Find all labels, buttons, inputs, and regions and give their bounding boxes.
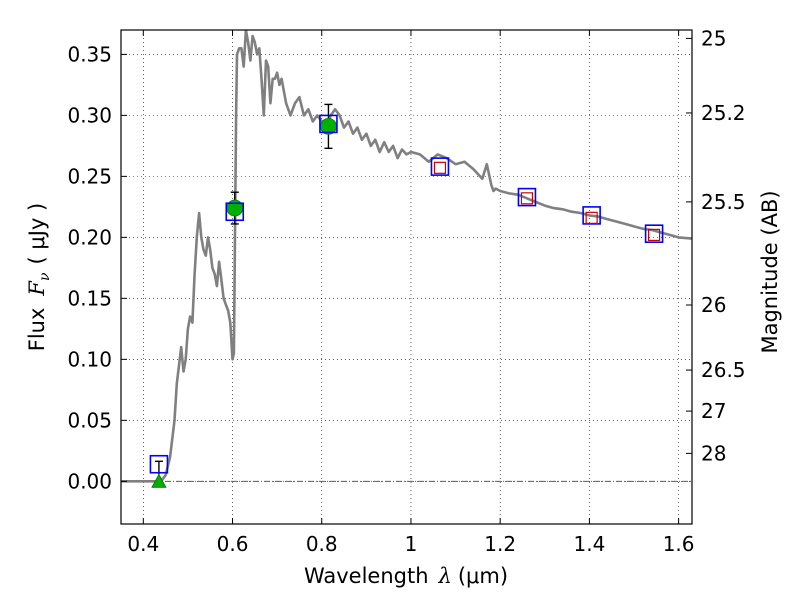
model-photometry-point <box>430 157 450 176</box>
y-tick-label: 0.35 <box>67 42 112 66</box>
model-sed-series <box>121 30 692 483</box>
model-photometry-point <box>319 114 338 134</box>
y-axis-title: Flux Fν ( μJy ) <box>25 203 53 351</box>
x-axis-title-prefix: Wavelength <box>304 564 429 588</box>
photometry-markers <box>149 103 664 488</box>
x-axis-title: Wavelength λ (μm) <box>304 564 508 588</box>
y-tick-label: 0.25 <box>67 164 112 188</box>
observed-upper-limit-point <box>151 473 167 488</box>
magnitude-tick-label: 25.2 <box>701 101 746 125</box>
model-sed-line <box>121 30 692 483</box>
synthetic-photometry-point <box>433 161 447 174</box>
magnitude-axis-ticks: 25 25.2 25.5 26 26.5 27 28 <box>686 26 746 465</box>
y-axis-title-unit: ( μJy ) <box>25 203 49 265</box>
magnitude-tick-label: 25 <box>701 26 726 50</box>
y-tick-label: 0.10 <box>67 347 112 371</box>
y-tick-label: 0.15 <box>67 286 112 310</box>
x-tick-label: 0.8 <box>306 532 338 556</box>
plot-frame <box>120 29 693 525</box>
synthetic-photometry-point <box>585 211 598 224</box>
magnitude-tick-label: 27 <box>701 399 726 423</box>
y-axis-title-prefix: Flux <box>25 308 49 352</box>
synthetic-photometry-point <box>520 192 534 205</box>
magnitude-tick-label: 25.5 <box>701 190 746 214</box>
y-axis-ticks: 0.00 0.05 0.10 0.15 0.20 0.25 0.30 0.35 <box>67 42 127 493</box>
magnitude-tick-label: 26 <box>701 293 726 317</box>
y-tick-label: 0.00 <box>67 469 112 493</box>
magnitude-tick-label: 26.5 <box>701 358 746 382</box>
x-tick-label: 1 <box>405 532 418 556</box>
model-photometry-point <box>149 454 169 474</box>
y-axis-title-sub: ν <box>37 272 53 281</box>
x-tick-label: 0.4 <box>127 532 159 556</box>
x-axis-title-var: λ <box>438 564 452 588</box>
synthetic-photometry-point <box>647 228 661 242</box>
model-photometry-point <box>644 224 664 243</box>
x-tick-label: 1.4 <box>573 532 605 556</box>
x-axis-title-unit: (μm) <box>458 564 508 588</box>
x-tick-label: 1.6 <box>663 532 695 556</box>
y-tick-label: 0.20 <box>67 225 112 249</box>
magnitude-axis-title: Magnitude (AB) <box>758 190 782 353</box>
x-tick-label: 0.6 <box>217 532 249 556</box>
plot-area <box>121 30 692 524</box>
model-photometry-point <box>517 187 537 207</box>
y-tick-label: 0.05 <box>67 408 112 432</box>
y-axis-title-var: F <box>25 280 49 297</box>
y-tick-label: 0.30 <box>67 103 112 127</box>
x-axis-ticks: 0.4 0.6 0.8 1 1.2 1.4 1.6 <box>127 30 695 556</box>
model-photometry-point <box>225 202 245 222</box>
magnitude-tick-label: 28 <box>701 441 726 465</box>
x-tick-label: 1.2 <box>484 532 516 556</box>
